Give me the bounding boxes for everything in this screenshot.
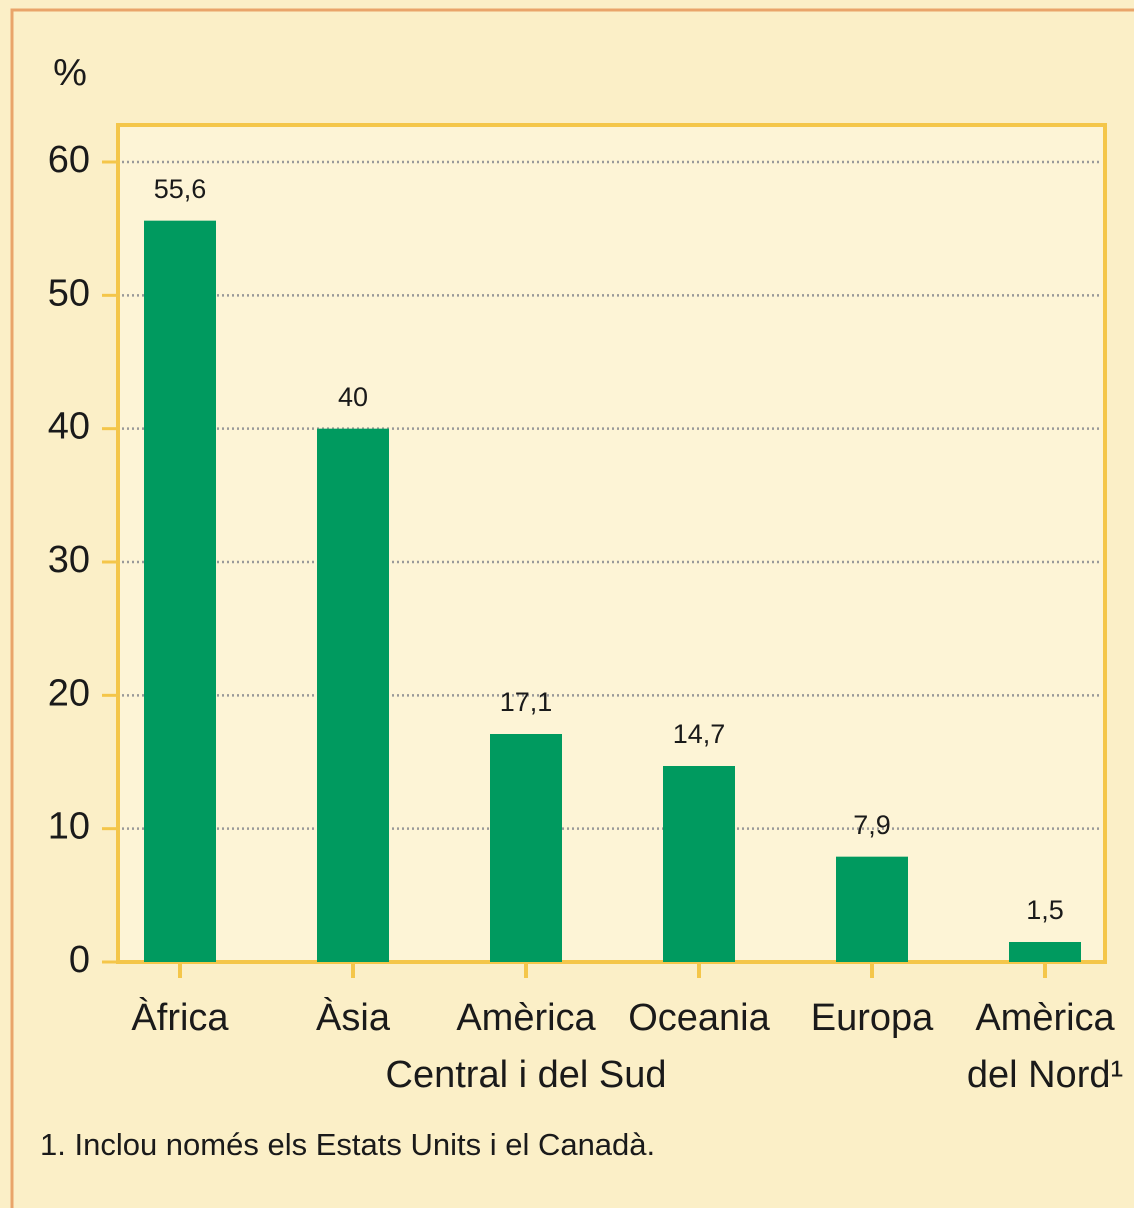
x-tick-label: Europa <box>811 997 934 1039</box>
value-label: 40 <box>338 382 368 412</box>
x-tick-label: Oceania <box>628 997 770 1039</box>
bar <box>663 766 735 962</box>
y-tick-label: 10 <box>48 806 90 848</box>
y-tick-label: 40 <box>48 406 90 448</box>
bar <box>144 220 216 962</box>
value-label: 1,5 <box>1026 895 1064 925</box>
x-tick-label: Amèrica <box>975 997 1115 1039</box>
value-label: 17,1 <box>500 687 553 717</box>
x-tick-label: Àsia <box>316 996 391 1039</box>
value-label: 14,7 <box>673 719 726 749</box>
y-tick-label: 0 <box>69 939 90 981</box>
y-tick-label: 20 <box>48 672 90 714</box>
y-unit: % <box>53 52 87 94</box>
x-tick-label: del Nord¹ <box>967 1054 1123 1096</box>
y-tick-label: 30 <box>48 539 90 581</box>
bar <box>1009 942 1081 962</box>
bar <box>490 734 562 962</box>
value-label: 55,6 <box>154 174 207 204</box>
bar <box>836 856 908 962</box>
x-tick-label: Central i del Sud <box>386 1054 667 1096</box>
y-tick-label: 50 <box>48 272 90 314</box>
plot-frame <box>116 123 1107 964</box>
x-tick-label: Amèrica <box>456 997 596 1039</box>
footnote: 1. Inclou només els Estats Units i el Ca… <box>40 1127 655 1162</box>
value-label: 7,9 <box>853 810 891 840</box>
y-tick-label: 60 <box>48 139 90 181</box>
bar <box>317 428 389 963</box>
x-tick-label: Àfrica <box>131 996 229 1039</box>
